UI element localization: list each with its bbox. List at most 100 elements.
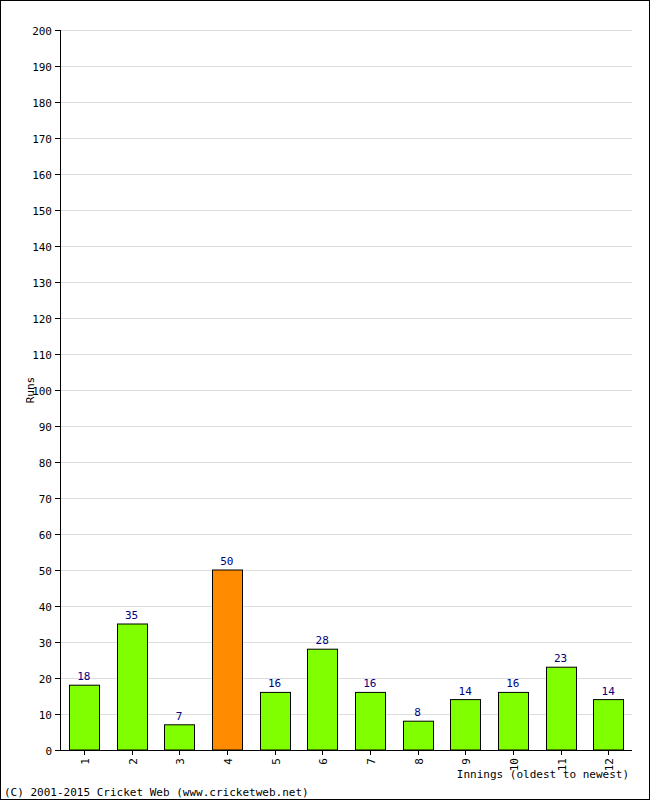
y-tick	[55, 246, 60, 247]
background	[1, 1, 650, 800]
x-tick	[275, 750, 276, 755]
x-tick	[608, 750, 609, 755]
y-tick	[55, 570, 60, 571]
y-axis	[60, 30, 61, 750]
y-tick	[55, 426, 60, 427]
x-tick-label: 7	[365, 758, 378, 765]
data-label: 16	[506, 677, 519, 690]
bar	[213, 570, 243, 750]
data-label: 50	[220, 555, 233, 568]
grid-line	[60, 30, 632, 31]
y-tick-label: 170	[32, 133, 52, 146]
grid-line	[60, 750, 632, 751]
y-tick-label: 190	[32, 61, 52, 74]
y-tick-label: 150	[32, 205, 52, 218]
y-tick-label: 120	[32, 313, 52, 326]
grid-line	[60, 534, 632, 535]
data-label: 16	[363, 677, 376, 690]
y-tick-label: 130	[32, 277, 52, 290]
grid-line	[60, 66, 632, 67]
chart: 0102030405060708090100110120130140150160…	[0, 0, 650, 800]
data-label: 8	[414, 706, 421, 719]
y-tick	[55, 462, 60, 463]
y-tick	[55, 354, 60, 355]
grid-line	[60, 174, 632, 175]
data-label: 35	[125, 609, 138, 622]
y-tick-label: 110	[32, 349, 52, 362]
data-label: 14	[459, 685, 473, 698]
grid-line	[60, 282, 632, 283]
y-tick	[55, 66, 60, 67]
y-tick-label: 160	[32, 169, 52, 182]
x-tick	[418, 750, 419, 755]
x-tick-label: 3	[174, 758, 187, 765]
bar	[70, 685, 100, 750]
y-tick-label: 50	[39, 565, 52, 578]
bar	[165, 725, 195, 750]
bar	[261, 692, 291, 750]
grid-line	[60, 390, 632, 391]
grid-line	[60, 606, 632, 607]
y-tick	[55, 750, 60, 751]
y-tick	[55, 714, 60, 715]
grid-line	[60, 354, 632, 355]
x-tick-label: 6	[317, 758, 330, 765]
x-tick-label: 8	[413, 758, 426, 765]
y-tick	[55, 498, 60, 499]
x-tick-label: 2	[127, 758, 140, 765]
y-tick	[55, 534, 60, 535]
x-tick	[179, 750, 180, 755]
x-tick	[322, 750, 323, 755]
data-label: 16	[268, 677, 281, 690]
y-tick-label: 90	[39, 421, 52, 434]
data-label: 28	[316, 634, 329, 647]
x-tick	[227, 750, 228, 755]
y-tick-label: 40	[39, 601, 52, 614]
grid-line	[60, 210, 632, 211]
bar	[404, 721, 434, 750]
y-tick-label: 30	[39, 637, 52, 650]
bar	[308, 649, 338, 750]
y-tick-label: 70	[39, 493, 52, 506]
x-tick	[132, 750, 133, 755]
x-tick	[84, 750, 85, 755]
y-tick	[55, 642, 60, 643]
data-label: 14	[602, 685, 616, 698]
y-tick-label: 80	[39, 457, 52, 470]
x-tick-label: 5	[270, 758, 283, 765]
grid-line	[60, 570, 632, 571]
x-axis	[60, 750, 632, 751]
y-tick-label: 60	[39, 529, 52, 542]
y-tick-label: 10	[39, 709, 52, 722]
x-tick-label: 9	[460, 758, 473, 765]
grid-line	[60, 246, 632, 247]
y-tick	[55, 606, 60, 607]
x-tick	[561, 750, 562, 755]
annotation: (C) 2001-2015 Cricket Web (www.cricketwe…	[4, 786, 309, 799]
y-tick	[55, 210, 60, 211]
grid-line	[60, 102, 632, 103]
y-axis-label: Runs	[24, 377, 37, 404]
grid-line	[60, 318, 632, 319]
bar	[594, 700, 624, 750]
x-tick-label: 4	[222, 758, 235, 765]
y-tick-label: 20	[39, 673, 52, 686]
grid-line	[60, 138, 632, 139]
y-tick	[55, 318, 60, 319]
y-tick-label: 180	[32, 97, 52, 110]
x-tick	[370, 750, 371, 755]
grid-line	[60, 498, 632, 499]
y-tick	[55, 282, 60, 283]
bars	[70, 570, 624, 750]
data-label: 18	[77, 670, 90, 683]
data-label: 7	[176, 710, 183, 723]
bar	[499, 692, 529, 750]
y-tick	[55, 678, 60, 679]
bar	[118, 624, 148, 750]
grid-line	[60, 426, 632, 427]
y-tick	[55, 390, 60, 391]
y-tick	[55, 30, 60, 31]
y-tick-label: 200	[32, 25, 52, 38]
y-tick	[55, 138, 60, 139]
y-tick	[55, 174, 60, 175]
